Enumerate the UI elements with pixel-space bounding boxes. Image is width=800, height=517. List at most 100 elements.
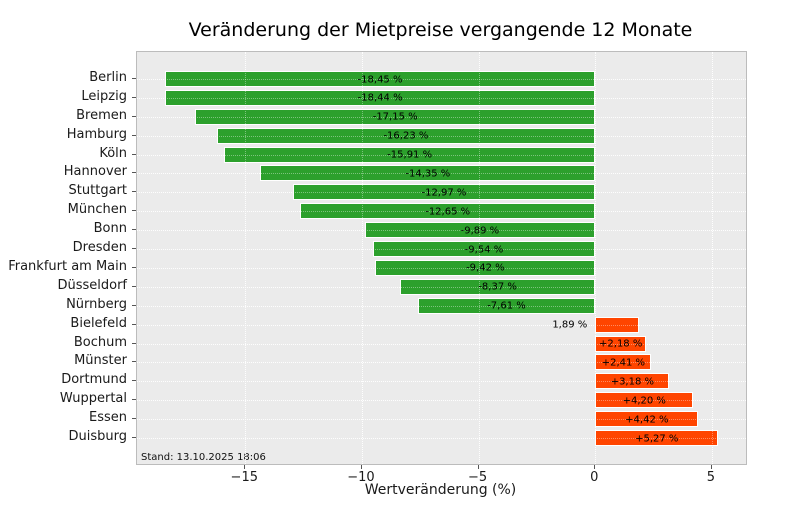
gridline-vertical-overlay <box>478 52 480 464</box>
bar-label-hannover: -14,35 % <box>405 168 451 180</box>
y-tick-label-k-ln: Köln <box>99 145 127 161</box>
x-tick-label: −15 <box>230 470 258 485</box>
bar-label-bonn: -9,89 % <box>460 225 500 237</box>
gridline-horizontal-overlay <box>137 267 746 269</box>
bar-label-bochum: +2,18 % <box>599 338 643 350</box>
gridline-horizontal <box>137 324 746 326</box>
gridline-vertical-overlay <box>595 52 597 464</box>
chart-title: Veränderung der Mietpreise vergangende 1… <box>188 19 693 41</box>
gridline-horizontal <box>137 438 746 439</box>
bar-label-k-ln: -15,91 % <box>387 149 433 161</box>
bar-stuttgart <box>292 184 596 201</box>
y-tick-mark <box>132 323 136 325</box>
bar-label-m-nster: +2,41 % <box>601 357 646 369</box>
bar-label-d-sseldorf: -8,37 % <box>478 281 517 293</box>
gridline-vertical <box>245 52 247 464</box>
y-tick-mark <box>132 115 136 117</box>
gridline-horizontal-overlay <box>137 324 746 326</box>
bar-m-nster <box>595 354 652 371</box>
gridline-horizontal-overlay <box>137 249 746 251</box>
y-tick-label-bielefeld: Bielefeld <box>70 315 127 331</box>
y-tick-label-essen: Essen <box>89 410 127 426</box>
bar-d-sseldorf <box>399 278 596 295</box>
y-tick-label-hamburg: Hamburg <box>66 126 127 142</box>
x-axis-label: Wertveränderung (%) <box>364 482 517 498</box>
x-tick-mark <box>710 465 712 469</box>
bar-frankfurt-am-main <box>375 259 596 276</box>
bar-label-dresden: -9,54 % <box>464 244 504 256</box>
x-tick-mark <box>360 465 362 469</box>
gridline-vertical-overlay <box>361 52 363 464</box>
gridline-horizontal-overlay <box>137 419 746 421</box>
y-tick-mark <box>132 342 136 344</box>
bar-k-ln <box>224 146 596 163</box>
y-tick-label-leipzig: Leipzig <box>81 88 127 104</box>
x-tick-label: 5 <box>706 470 716 485</box>
gridline-vertical-overlay <box>711 52 713 464</box>
gridline-horizontal-overlay <box>137 135 746 137</box>
gridline-horizontal-overlay <box>137 400 746 402</box>
bar-n-rnberg <box>417 297 596 314</box>
gridline-horizontal <box>137 362 746 364</box>
y-tick-mark <box>132 266 136 268</box>
gridline-horizontal-overlay <box>137 97 746 99</box>
x-tick-label: −5 <box>468 470 488 485</box>
gridline-horizontal-overlay <box>137 192 746 194</box>
gridline-horizontal <box>137 419 746 421</box>
gridline-horizontal-overlay <box>137 230 746 232</box>
bar-dortmund <box>595 373 670 390</box>
y-tick-label-m-nchen: München <box>67 202 127 218</box>
y-tick-label-bremen: Bremen <box>76 107 127 123</box>
gridline-vertical <box>595 52 597 464</box>
y-tick-label-duisburg: Duisburg <box>68 429 128 444</box>
x-tick-label: −10 <box>347 470 375 485</box>
bar-label-bielefeld: 1,89 % <box>552 319 588 331</box>
y-tick-mark <box>132 437 136 438</box>
y-tick-mark <box>132 399 136 401</box>
gridline-horizontal-overlay <box>137 173 746 175</box>
bar-label-leipzig: -18,44 % <box>357 92 403 104</box>
gridline-horizontal <box>137 343 746 345</box>
bar-label-stuttgart: -12,97 % <box>421 187 467 199</box>
gridline-horizontal-overlay <box>137 305 746 307</box>
bar-duisburg <box>595 430 719 446</box>
bar-label-berlin: -18,45 % <box>357 74 403 85</box>
y-tick-mark <box>132 285 136 287</box>
bar-berlin <box>164 71 596 87</box>
bar-label-frankfurt-am-main: -9,42 % <box>466 262 505 274</box>
gridline-vertical <box>711 52 713 464</box>
bar-m-nchen <box>300 203 596 220</box>
bar-bremen <box>195 108 596 125</box>
gridline-horizontal-overlay <box>137 154 746 156</box>
gridline-horizontal-overlay <box>137 381 746 383</box>
y-tick-mark <box>132 304 136 306</box>
gridline-horizontal <box>137 400 746 402</box>
y-tick-mark <box>132 96 136 98</box>
y-tick-label-n-rnberg: Nürnberg <box>66 296 127 312</box>
y-tick-mark <box>132 210 136 212</box>
y-tick-mark <box>132 229 136 231</box>
y-tick-label-dresden: Dresden <box>72 240 127 256</box>
gridline-vertical <box>478 52 480 464</box>
y-tick-mark <box>132 191 136 193</box>
y-tick-label-stuttgart: Stuttgart <box>68 183 127 199</box>
x-tick-mark <box>244 465 246 469</box>
y-tick-mark <box>132 78 136 79</box>
gridline-horizontal <box>137 381 746 383</box>
bar-label-essen: +4,42 % <box>625 414 669 426</box>
y-tick-mark <box>132 172 136 174</box>
bar-dresden <box>372 241 596 258</box>
y-tick-mark <box>132 361 136 363</box>
gridline-horizontal-overlay <box>137 286 746 288</box>
bar-label-dortmund: +3,18 % <box>610 376 655 388</box>
y-tick-label-hannover: Hannover <box>63 164 127 180</box>
y-tick-mark <box>132 153 136 155</box>
bar-label-m-nchen: -12,65 % <box>425 206 471 218</box>
x-tick-label: 0 <box>590 470 599 485</box>
bar-label-hamburg: -16,23 % <box>383 130 429 142</box>
gridline-vertical <box>361 52 363 464</box>
bar-leipzig <box>165 89 596 106</box>
bar-label-bremen: -17,15 % <box>372 111 418 123</box>
bar-bonn <box>364 222 596 239</box>
